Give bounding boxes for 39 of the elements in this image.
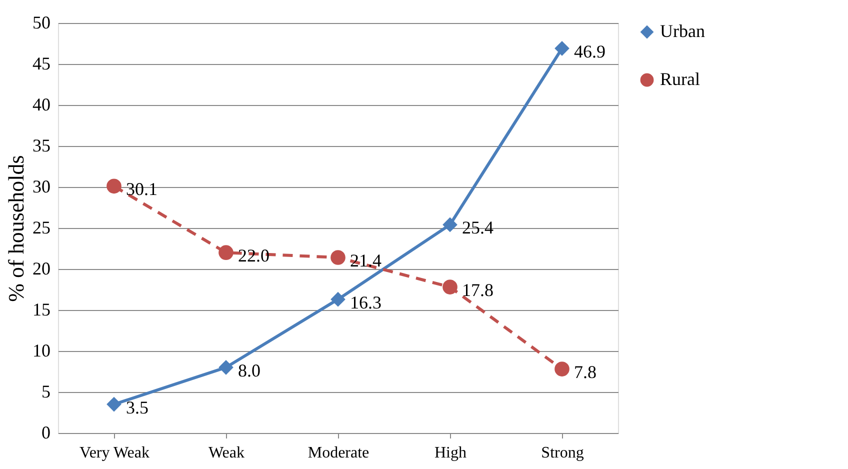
x-tick-label: Strong (541, 444, 584, 462)
y-tick-label: 30 (32, 176, 50, 196)
y-tick-label: 0 (42, 422, 50, 442)
legend-label: Rural (660, 69, 700, 89)
data-label: 17.8 (462, 280, 494, 300)
x-tick-label: Very Weak (80, 444, 150, 462)
y-tick-label: 25 (32, 218, 50, 238)
data-label: 8.0 (238, 360, 260, 380)
data-label: 7.8 (574, 362, 596, 382)
point (554, 362, 570, 376)
y-tick-label: 40 (32, 94, 50, 114)
point (218, 360, 234, 375)
point (442, 217, 458, 232)
y-tick-label: 5 (42, 382, 50, 402)
data-label: 21.4 (350, 250, 382, 271)
y-tick-label: 10 (32, 340, 50, 360)
y-tick-label: 45 (32, 54, 50, 74)
point (442, 280, 458, 294)
x-tick-label: Weak (208, 444, 245, 462)
point (106, 396, 122, 412)
x-tick-label: High (434, 444, 466, 462)
y-axis-title: % of households (4, 155, 28, 302)
y-tick-label: 20 (32, 258, 50, 278)
point (330, 292, 346, 307)
data-label: 3.5 (126, 397, 148, 418)
y-tick-label: 50 (32, 12, 50, 32)
data-label: 16.3 (350, 292, 382, 312)
legend-label: Urban (660, 21, 705, 41)
data-label: 30.1 (126, 179, 158, 200)
data-label: 22.0 (238, 246, 270, 266)
point (218, 245, 234, 260)
point (554, 41, 570, 56)
data-label: 46.9 (574, 41, 606, 62)
point (106, 178, 122, 194)
x-tick-label: Moderate (308, 444, 370, 462)
y-tick-label: 35 (32, 136, 50, 156)
point (330, 250, 346, 265)
data-label: 25.4 (462, 218, 494, 238)
y-tick-label: 15 (32, 300, 50, 320)
